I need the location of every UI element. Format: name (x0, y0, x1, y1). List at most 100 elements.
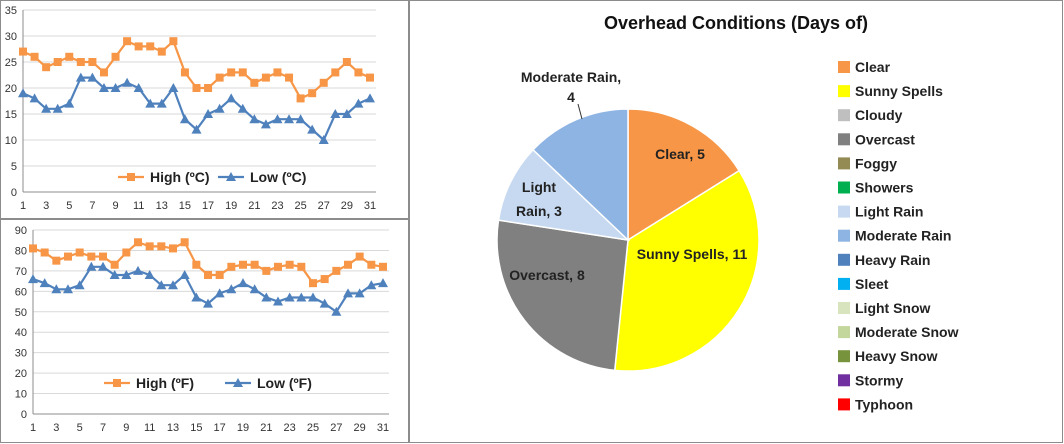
pie-legend-label-sleet: Sleet (855, 276, 889, 292)
high-data-point (134, 42, 143, 51)
low-data-point (64, 98, 75, 108)
legend-marker (127, 173, 135, 181)
high-data-point (367, 260, 376, 269)
high-data-point (40, 248, 49, 257)
low-data-point (98, 261, 108, 271)
low-data-point (353, 98, 364, 108)
x-tick-label: 27 (318, 200, 330, 212)
low-data-point (203, 298, 213, 308)
low-data-point (226, 284, 237, 294)
slice-label-overcast: Overcast, 8 (509, 267, 585, 283)
low-data-point (52, 103, 63, 113)
y-tick-label: 10 (15, 389, 27, 401)
pie-legend-swatch-moderate-rain (838, 229, 850, 242)
x-tick-label: 13 (156, 200, 168, 212)
high-data-point (42, 63, 51, 72)
slice-label-light-rain: Light (522, 179, 557, 195)
low-data-point (144, 269, 155, 279)
pie-legend-label-moderate-snow: Moderate Snow (855, 324, 959, 340)
high-data-point (88, 58, 97, 66)
low-data-point (63, 284, 73, 294)
high-data-point (169, 37, 178, 46)
low-data-point (156, 98, 167, 108)
pie-legend-label-heavy-snow: Heavy Snow (855, 348, 938, 364)
slice-label-clear: Clear, 5 (655, 146, 705, 162)
low-data-point (378, 278, 388, 288)
low-data-point (295, 114, 306, 124)
low-legend-label: Low (ºC) (250, 169, 306, 185)
high-data-point (344, 260, 352, 269)
y-tick-label: 50 (15, 307, 27, 319)
y-tick-label: 30 (5, 31, 17, 43)
high-data-point (99, 68, 108, 77)
high-data-point (342, 58, 351, 66)
high-data-point (261, 73, 270, 82)
pie-slice-clear (627, 108, 741, 242)
pie-legend-swatch-light-rain (838, 205, 850, 218)
y-tick-label: 0 (21, 409, 27, 421)
slice-label-sunny-spells: Sunny Spells, 11 (637, 246, 748, 262)
low-data-point (238, 278, 248, 288)
x-tick-label: 15 (190, 422, 202, 434)
low-data-point (331, 306, 342, 316)
high-data-point (331, 68, 340, 77)
pie-legend-swatch-foggy (838, 157, 850, 170)
fahrenheit-chart-panel: 0 10 20 30 40 50 60 70 80 90 1 3 5 7 9 11 13 15 17 19 21 23 25… (0, 219, 409, 443)
y-tick-label: 20 (15, 368, 27, 380)
x-tick-label: 7 (89, 200, 95, 212)
high-data-point (227, 68, 236, 77)
low-data-point (28, 274, 38, 284)
pie-legend-swatch-stormy (838, 374, 850, 387)
low-data-point (179, 114, 190, 124)
x-tick-label: 21 (248, 200, 260, 212)
high-data-point (146, 42, 155, 51)
low-data-point (249, 284, 260, 294)
x-tick-label: 1 (20, 200, 26, 212)
x-tick-label: 29 (354, 422, 366, 434)
high-data-point (180, 68, 189, 77)
low-data-point (273, 296, 283, 306)
high-data-point (273, 68, 282, 77)
high-data-point (355, 252, 364, 261)
y-tick-label: 60 (15, 286, 27, 298)
high-data-point (309, 279, 317, 288)
x-tick-label: 3 (53, 422, 59, 434)
low-data-point (343, 288, 353, 298)
low-data-point (145, 98, 156, 108)
high-data-point (215, 73, 224, 82)
x-tick-label: 7 (100, 422, 106, 434)
x-tick-label: 31 (364, 200, 376, 212)
high-legend-label: High (ºC) (150, 169, 210, 185)
high-data-point (320, 275, 329, 284)
x-tick-label: 23 (271, 200, 283, 212)
high-data-point (319, 78, 328, 87)
y-tick-label: 35 (5, 5, 17, 17)
slice-label-moderate-rain: Moderate Rain, (521, 69, 621, 85)
high-data-point (122, 248, 131, 257)
low-data-point (122, 77, 133, 87)
high-data-point (285, 73, 294, 82)
x-tick-label: 17 (214, 422, 226, 434)
legend-marker (233, 378, 243, 387)
high-data-point (379, 262, 387, 271)
low-data-point (51, 284, 62, 294)
low-data-point (110, 83, 121, 92)
x-tick-label: 5 (77, 422, 83, 434)
high-data-point (157, 242, 166, 251)
high-data-point (238, 68, 247, 77)
x-tick-label: 27 (330, 422, 342, 434)
low-data-point (308, 292, 318, 302)
high-data-point (110, 260, 119, 269)
x-tick-label: 25 (307, 422, 319, 434)
y-tick-label: 15 (5, 109, 17, 121)
high-data-point (250, 78, 259, 87)
high-data-point (145, 242, 154, 251)
x-tick-label: 15 (179, 200, 191, 212)
high-data-point (204, 84, 213, 92)
low-data-point (87, 72, 98, 82)
pie-legend-swatch-heavy-rain (838, 253, 850, 266)
low-data-point (168, 280, 178, 290)
x-tick-label: 3 (43, 200, 49, 212)
x-tick-label: 5 (66, 200, 72, 212)
